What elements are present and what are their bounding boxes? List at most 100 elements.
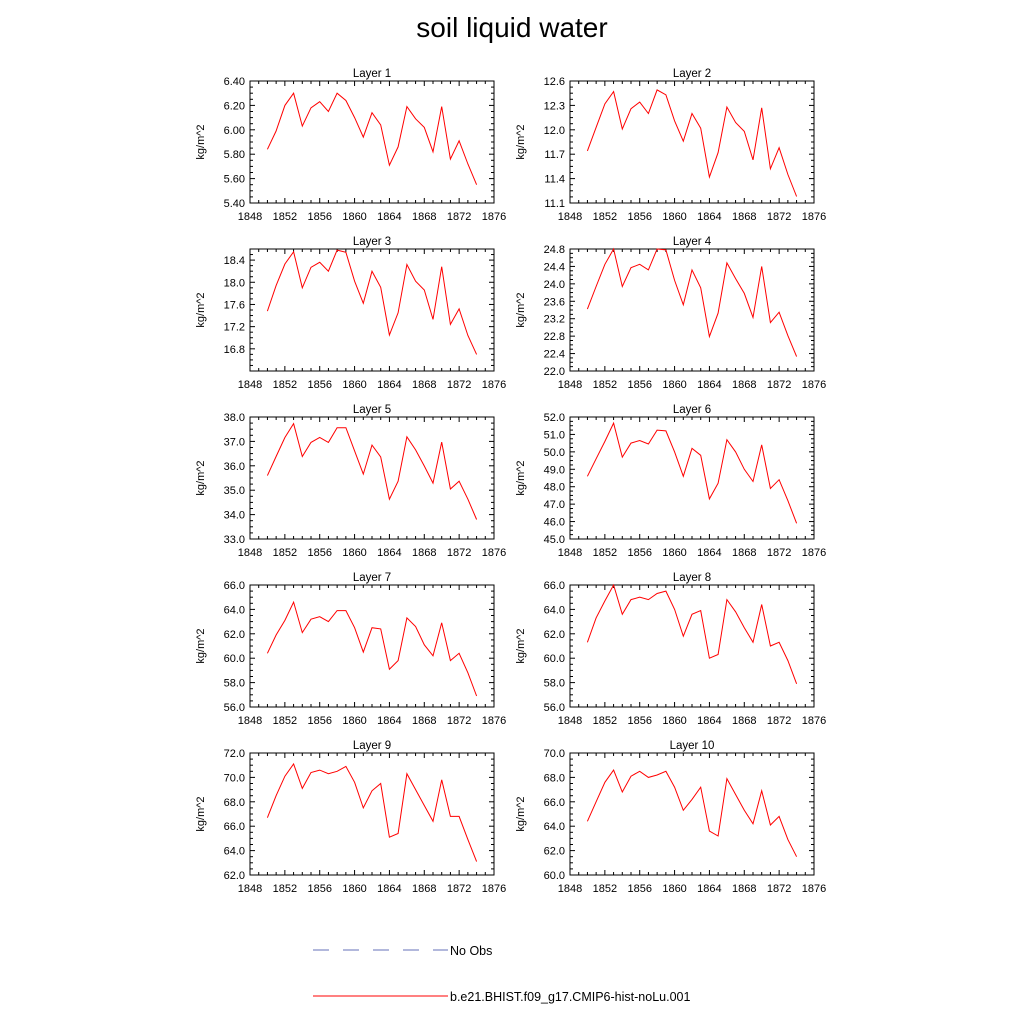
panel-layer-10: Layer 10 1848 1852 1856 1860 1864 1868 1872 1876… bbox=[515, 740, 826, 895]
series-line-layer-8 bbox=[586, 583, 798, 684]
x-tick-label: 1868 bbox=[732, 379, 756, 391]
y-tick-label: 68.0 bbox=[224, 797, 245, 809]
x-tick-label: 1860 bbox=[342, 379, 366, 391]
y-tick-label: 64.0 bbox=[544, 821, 565, 833]
panel-layer-5: Layer 5 1848 1852 1856 1860 1864 1868 1872 1876 3… bbox=[195, 404, 506, 559]
x-tick-label: 1856 bbox=[307, 547, 331, 559]
panel-title: Layer 5 bbox=[353, 404, 391, 416]
y-tick-label: 58.0 bbox=[544, 678, 565, 690]
y-axis-label: kg/m^2 bbox=[195, 124, 207, 159]
panel-layer-6: Layer 6 1848 1852 1856 1860 1864 1868 1872 1876 4… bbox=[515, 404, 826, 559]
y-tick-label: 22.4 bbox=[544, 349, 565, 361]
y-tick-label: 24.0 bbox=[544, 279, 565, 291]
panel-layer-3: Layer 3 1848 1852 1856 1860 1864 1868 1872 1876 1… bbox=[195, 236, 506, 391]
y-tick-label: 12.0 bbox=[544, 125, 565, 137]
x-tick-label: 1872 bbox=[447, 211, 471, 223]
legend-label-model: b.e21.BHIST.f09_g17.CMIP6-hist-noLu.001 bbox=[450, 990, 690, 1004]
x-tick-label: 1876 bbox=[482, 379, 506, 391]
y-tick-label: 51.0 bbox=[544, 429, 565, 441]
plot-frame bbox=[569, 416, 815, 540]
x-tick-label: 1864 bbox=[697, 547, 721, 559]
panel-title: Layer 6 bbox=[673, 404, 711, 416]
x-tick-label: 1852 bbox=[593, 379, 617, 391]
y-tick-label: 18.4 bbox=[224, 255, 245, 267]
x-tick-label: 1848 bbox=[238, 715, 262, 727]
y-tick-label: 12.6 bbox=[544, 76, 565, 88]
x-tick-label: 1860 bbox=[342, 547, 366, 559]
x-tick-label: 1848 bbox=[558, 379, 582, 391]
x-tick-label: 1852 bbox=[273, 211, 297, 223]
legend: No Obs b.e21.BHIST.f09_g17.CMIP6-hist-no… bbox=[313, 944, 690, 1004]
y-axis-label: kg/m^2 bbox=[195, 628, 207, 663]
y-tick-label: 68.0 bbox=[544, 772, 565, 784]
x-tick-label: 1876 bbox=[802, 547, 826, 559]
panel-title: Layer 8 bbox=[673, 572, 711, 584]
x-tick-label: 1872 bbox=[767, 379, 791, 391]
y-tick-label: 23.2 bbox=[544, 314, 565, 326]
y-tick-label: 17.2 bbox=[224, 322, 245, 334]
x-tick-label: 1876 bbox=[802, 211, 826, 223]
x-tick-label: 1872 bbox=[447, 715, 471, 727]
y-tick-label: 45.0 bbox=[544, 534, 565, 546]
x-tick-label: 1864 bbox=[377, 715, 401, 727]
series-line-layer-6 bbox=[586, 421, 798, 524]
x-tick-label: 1848 bbox=[238, 379, 262, 391]
panel-layer-9: Layer 9 1848 1852 1856 1860 1864 1868 1872 1876 6… bbox=[195, 740, 506, 895]
panel-layer-1: Layer 1 1848 1852 1856 1860 1864 1868 1872 1876 5… bbox=[195, 68, 506, 223]
y-tick-label: 58.0 bbox=[224, 678, 245, 690]
x-tick-label: 1876 bbox=[482, 547, 506, 559]
y-axis-label: kg/m^2 bbox=[515, 292, 527, 327]
plot-frame bbox=[249, 752, 495, 876]
x-tick-label: 1872 bbox=[447, 883, 471, 895]
x-tick-label: 1876 bbox=[802, 883, 826, 895]
x-tick-label: 1872 bbox=[767, 547, 791, 559]
x-tick-label: 1860 bbox=[662, 715, 686, 727]
y-tick-label: 48.0 bbox=[544, 482, 565, 494]
series-line-layer-3 bbox=[266, 249, 478, 355]
panel-title: Layer 3 bbox=[353, 236, 391, 248]
y-tick-label: 70.0 bbox=[544, 748, 565, 760]
y-axis-label: kg/m^2 bbox=[515, 124, 527, 159]
x-tick-label: 1876 bbox=[482, 211, 506, 223]
legend-label-no-obs: No Obs bbox=[450, 944, 492, 958]
x-tick-label: 1852 bbox=[273, 547, 297, 559]
panel-title: Layer 1 bbox=[353, 68, 391, 80]
x-tick-label: 1868 bbox=[412, 379, 436, 391]
x-tick-label: 1852 bbox=[593, 211, 617, 223]
y-tick-label: 22.0 bbox=[544, 366, 565, 378]
y-axis-label: kg/m^2 bbox=[195, 460, 207, 495]
y-tick-label: 49.0 bbox=[544, 464, 565, 476]
y-tick-label: 17.6 bbox=[224, 299, 245, 311]
x-tick-label: 1860 bbox=[662, 211, 686, 223]
y-tick-label: 37.0 bbox=[224, 436, 245, 448]
y-tick-label: 60.0 bbox=[544, 870, 565, 882]
x-tick-label: 1856 bbox=[627, 883, 651, 895]
x-tick-label: 1848 bbox=[558, 547, 582, 559]
x-tick-label: 1860 bbox=[662, 379, 686, 391]
y-tick-label: 6.20 bbox=[224, 100, 245, 112]
x-tick-label: 1852 bbox=[593, 883, 617, 895]
x-tick-label: 1868 bbox=[412, 715, 436, 727]
panel-title: Layer 7 bbox=[353, 572, 391, 584]
y-tick-label: 62.0 bbox=[224, 629, 245, 641]
y-axis-label: kg/m^2 bbox=[515, 460, 527, 495]
y-tick-label: 47.0 bbox=[544, 499, 565, 511]
y-tick-label: 36.0 bbox=[224, 461, 245, 473]
y-tick-label: 62.0 bbox=[544, 629, 565, 641]
panel-title: Layer 9 bbox=[353, 740, 391, 752]
panel-title: Layer 2 bbox=[673, 68, 711, 80]
y-tick-label: 50.0 bbox=[544, 447, 565, 459]
y-tick-label: 11.1 bbox=[544, 198, 565, 210]
y-tick-label: 56.0 bbox=[224, 702, 245, 714]
y-tick-label: 66.0 bbox=[544, 580, 565, 592]
y-tick-label: 5.80 bbox=[224, 149, 245, 161]
y-tick-label: 24.8 bbox=[544, 244, 565, 256]
x-tick-label: 1860 bbox=[342, 883, 366, 895]
y-tick-label: 6.40 bbox=[224, 76, 245, 88]
x-tick-label: 1852 bbox=[593, 715, 617, 727]
plot-frame bbox=[249, 80, 495, 204]
plot-frame bbox=[249, 584, 495, 708]
y-tick-label: 5.60 bbox=[224, 174, 245, 186]
x-tick-label: 1868 bbox=[412, 547, 436, 559]
y-tick-label: 56.0 bbox=[544, 702, 565, 714]
